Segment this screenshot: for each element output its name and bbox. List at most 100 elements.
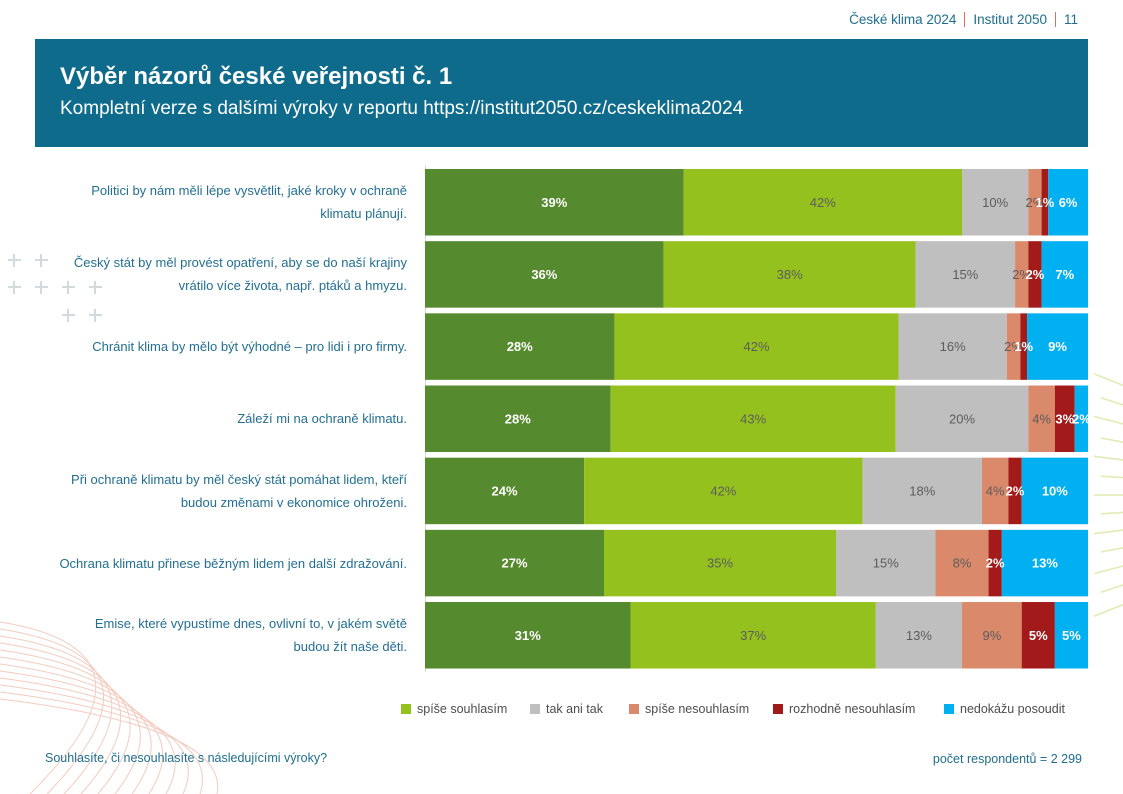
bar-segment	[1006, 313, 1021, 380]
bar-segment	[425, 529, 605, 597]
bar-segment	[1048, 169, 1088, 236]
wave-line	[0, 649, 131, 794]
legend-label: spíše nesouhlasím	[645, 702, 750, 716]
plus-decoration	[61, 280, 75, 294]
bar-segment	[614, 313, 899, 380]
segment-value-label: 42%	[743, 339, 769, 354]
plus-decoration	[88, 308, 102, 322]
title-banner: Výběr názorů české veřejnosti č. 1 Kompl…	[35, 39, 1088, 147]
segment-value-label: 2%	[1006, 484, 1025, 499]
category-label-row: Emise, které vypustíme dnes, ovlivní to,…	[0, 602, 407, 669]
bar-segment	[425, 602, 631, 669]
bar-segment	[1041, 241, 1088, 308]
report-name: České klima 2024	[849, 11, 957, 27]
wave-line	[0, 698, 219, 794]
bar-segment	[915, 241, 1016, 308]
bar-segment	[425, 169, 684, 236]
segment-value-label: 1%	[1014, 339, 1033, 354]
segment-value-label: 16%	[940, 339, 966, 354]
bar-segment	[1054, 602, 1088, 669]
sun-ray	[1100, 584, 1123, 593]
segment-value-label: 1%	[1036, 195, 1055, 210]
category-label-row: Chránit klima by mělo být výhodné – pro …	[0, 313, 407, 380]
page-subtitle: Kompletní verze s dalšími výroky v repor…	[60, 98, 744, 119]
bar-segment	[895, 385, 1029, 453]
bar-segment	[1008, 457, 1022, 525]
sun-ray	[1093, 565, 1123, 575]
bar-segment	[1054, 385, 1075, 453]
legend-swatch	[944, 704, 954, 714]
segment-value-label: 42%	[810, 195, 836, 210]
segment-value-label: 9%	[1048, 339, 1067, 354]
sun-ray	[1093, 373, 1123, 387]
category-label: Politici by nám měli lépe vysvětlit, jak…	[91, 183, 407, 222]
sun-ray	[1100, 547, 1123, 553]
segment-value-label: 2%	[1004, 339, 1023, 354]
legend-swatch	[629, 704, 639, 714]
wave-line	[0, 684, 189, 794]
category-label: Chránit klima by mělo být výhodné – pro …	[92, 339, 407, 355]
category-label-row: Český stát by měl provést opatření, aby …	[0, 241, 407, 308]
segment-value-label: 27%	[501, 556, 527, 571]
bar-segment	[981, 457, 1009, 525]
chart-legend: spíše souhlasím tak ani tak spíše nesouhla…	[0, 700, 1123, 718]
bar-segment	[862, 457, 982, 525]
segment-value-label: 13%	[906, 628, 932, 643]
wave-line	[0, 670, 164, 794]
bar-segment	[425, 457, 585, 525]
category-label-row: Při ochraně klimatu by měl český stát po…	[0, 458, 407, 525]
plus-decoration	[7, 280, 21, 294]
bar-segment	[1028, 169, 1042, 236]
segment-value-label: 9%	[982, 628, 1001, 643]
segment-value-label: 24%	[492, 484, 518, 499]
sunburst-decoration	[1093, 373, 1123, 617]
survey-question: Souhlasíte, či nesouhlasíte s následujíc…	[45, 751, 328, 765]
sun-ray	[1093, 455, 1123, 461]
bar-segment	[1021, 602, 1055, 669]
sun-ray	[1093, 529, 1123, 535]
segment-value-label: 2%	[1026, 267, 1045, 282]
respondent-count: počet respondentů = 2 299	[932, 752, 1082, 766]
bar-segment	[1041, 169, 1049, 236]
wave-line	[0, 691, 203, 794]
category-label: Záleží mi na ochraně klimatu.	[237, 411, 407, 427]
bar-segment	[836, 529, 936, 597]
segment-value-label: 6%	[1059, 195, 1078, 210]
segment-value-label: 20%	[949, 411, 975, 426]
wave-line	[0, 642, 122, 794]
wave-line	[0, 656, 141, 794]
category-label: Emise, které vypustíme dnes, ovlivní to,…	[94, 616, 407, 655]
plus-decoration	[34, 253, 48, 267]
sun-ray	[1093, 415, 1123, 425]
segment-value-label: 2%	[986, 556, 1005, 571]
segment-value-label: 13%	[1032, 556, 1058, 571]
bar-segment	[610, 385, 896, 453]
segment-value-label: 5%	[1029, 628, 1048, 643]
legend-item: nedokážu posoudit	[944, 700, 1065, 718]
bar-row: 36% 38% 15% 2%2% 7%	[425, 241, 1088, 308]
bar-row: 24% 42% 18% 4% 2% 10%	[425, 457, 1088, 525]
segment-value-label: 28%	[505, 411, 531, 426]
segment-value-label: 10%	[982, 195, 1008, 210]
bar-row: 28% 42% 16% 2%1% 9%	[425, 313, 1088, 380]
sun-ray	[1093, 603, 1123, 617]
category-label-row: Ochrana klimatu přinese běžným lidem jen…	[0, 530, 407, 597]
legend-label: rozhodně nesouhlasím	[789, 702, 916, 716]
bar-segment	[988, 529, 1002, 597]
bar-row: 31% 37% 13% 9% 5% 5%	[425, 602, 1088, 669]
bar-segment	[584, 457, 863, 525]
legend-label: nedokážu posoudit	[960, 702, 1065, 716]
bar-segment	[875, 602, 963, 669]
bar-segment	[683, 169, 963, 236]
plus-decoration	[7, 253, 21, 267]
bar-segment	[1074, 385, 1088, 453]
segment-value-label: 10%	[1042, 484, 1068, 499]
bar-segment	[935, 529, 989, 597]
sun-ray	[1100, 397, 1123, 406]
wave-line	[0, 677, 176, 794]
segment-value-label: 28%	[507, 339, 533, 354]
category-label: Ochrana klimatu přinese běžným lidem jen…	[59, 555, 407, 571]
running-header: České klima 2024 Institut 2050 11	[849, 9, 1078, 29]
bar-segment	[1028, 241, 1042, 308]
